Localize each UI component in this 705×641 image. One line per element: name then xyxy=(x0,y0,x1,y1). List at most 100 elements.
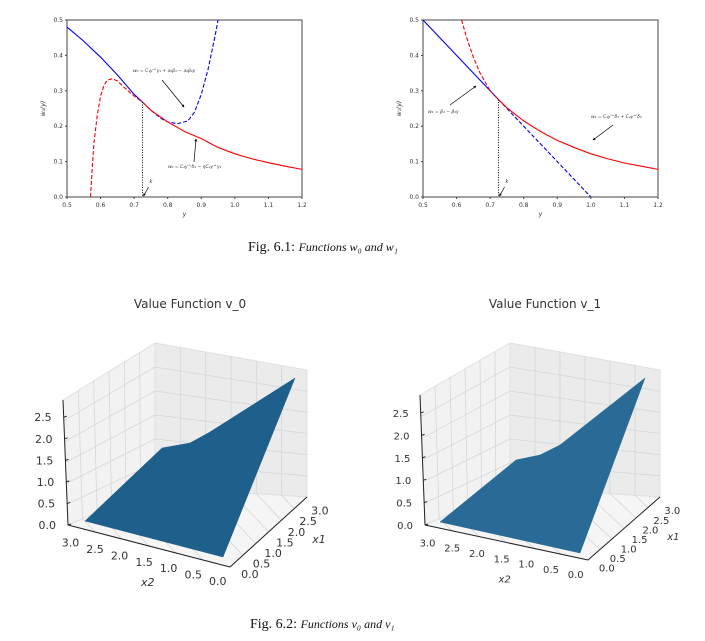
z-tick-label: 1.0 xyxy=(37,476,55,489)
x-tick-label: 0.7 xyxy=(129,202,139,209)
x2-tick-label: 1.0 xyxy=(518,560,534,571)
y-tick-label: 0.5 xyxy=(53,17,63,24)
x1-tick-label: 2.0 xyxy=(643,525,659,536)
x-tick-label: 1.1 xyxy=(620,202,630,209)
x-tick-label: 0.9 xyxy=(553,202,563,209)
grid-line xyxy=(609,361,637,519)
y-axis-label: w₁(y) xyxy=(396,101,403,117)
z-tick-label: 1.5 xyxy=(36,454,54,467)
x-tick-label: 1.0 xyxy=(230,202,240,209)
z-axis xyxy=(419,394,426,526)
x-tick-label: 0.5 xyxy=(418,202,428,209)
x2-tick-label: 0.0 xyxy=(568,570,584,581)
y-tick-label: 0.0 xyxy=(409,194,419,201)
figure-6-1-caption: Fig. 6.1: Functions w₀ and w₁ xyxy=(248,240,398,255)
x1-tick-label: 2.0 xyxy=(288,526,306,539)
z-tick xyxy=(424,523,429,526)
z-tick xyxy=(63,415,67,418)
z-tick xyxy=(64,437,68,440)
z-tick xyxy=(420,411,424,414)
z-tick xyxy=(421,433,425,436)
series-line-0 xyxy=(422,19,499,101)
y-tick-label: 0.1 xyxy=(409,159,419,166)
series-line-1 xyxy=(498,99,592,198)
x-tick-label: 0.7 xyxy=(485,202,495,209)
z-tick xyxy=(66,501,71,504)
series-line-3 xyxy=(498,99,659,170)
x2-tick-label: 0.5 xyxy=(543,565,559,576)
z-tick-label: 0.5 xyxy=(396,499,412,510)
z-tick-label: 2.0 xyxy=(35,433,53,446)
x1-tick-label: 1.5 xyxy=(276,536,294,549)
x2-tick-label: 0.5 xyxy=(184,568,202,581)
plot-frame xyxy=(66,19,303,198)
x2-tick-label: 2.0 xyxy=(111,549,129,562)
x-tick-label: 0.9 xyxy=(197,202,207,209)
x2-tick-label: 3.0 xyxy=(62,537,80,550)
x-axis-label: y xyxy=(538,211,543,218)
series-line-2 xyxy=(142,101,303,170)
z-tick-label: 0.0 xyxy=(397,521,413,532)
y-tick-label: 0.1 xyxy=(53,159,63,166)
z-tick xyxy=(423,501,428,504)
x1-tick-label: 3.0 xyxy=(664,506,680,517)
x-tick-label: 0.8 xyxy=(163,202,173,209)
annotation-arrow xyxy=(449,85,477,106)
z-tick-label: 2.5 xyxy=(393,409,409,420)
x1-tick-label: 3.0 xyxy=(311,505,329,518)
surface xyxy=(84,377,296,558)
x2-axis xyxy=(67,524,231,568)
k-arrow xyxy=(499,186,505,197)
chart-title: Value Function v_1 xyxy=(489,297,601,311)
z-tick-label: 1.0 xyxy=(395,476,411,487)
x2-tick-label: 1.0 xyxy=(160,562,178,575)
x-tick-label: 1.2 xyxy=(297,202,307,209)
x1-axis xyxy=(229,496,308,568)
z-tick-label: 0.0 xyxy=(39,519,57,532)
y-axis-label: w₀(y) xyxy=(40,101,47,117)
k-label: k xyxy=(506,179,510,185)
series-line-3 xyxy=(89,78,143,198)
z-tick xyxy=(66,480,70,483)
x-tick-label: 1.0 xyxy=(586,202,596,209)
annotation-label: w₁ = C₁y^δ₁ + C₂y^δ₂ xyxy=(591,114,642,120)
x2-tick-label: 2.5 xyxy=(444,544,460,555)
x-tick-label: 1.2 xyxy=(653,202,663,209)
z-tick-label: 2.5 xyxy=(34,411,52,424)
k-arrow xyxy=(143,186,149,197)
x1-tick-label: 1.5 xyxy=(632,535,648,546)
y-tick-label: 0.2 xyxy=(53,123,63,130)
x1-tick-label: 0.0 xyxy=(599,563,615,574)
chart-title: Value Function v_0 xyxy=(134,297,246,311)
z-tick xyxy=(423,478,427,481)
y-tick-label: 0.4 xyxy=(409,52,419,59)
x2-tick-label: 1.5 xyxy=(135,556,153,569)
y-tick-label: 0.5 xyxy=(409,17,419,24)
surface xyxy=(439,377,646,554)
x2-tick-label: 1.5 xyxy=(494,554,510,565)
plot-frame xyxy=(422,19,659,198)
x1-axis xyxy=(587,496,661,561)
annotation-label: w₁ = β₁ − β₀y xyxy=(428,109,459,115)
x2-tick-label: 0.0 xyxy=(209,575,227,588)
annotation-label: w₀ = C₂y^δ₂ − ηC₂y^γ₁ xyxy=(168,164,222,170)
x-axis-label: y xyxy=(182,211,187,218)
x2-axis xyxy=(424,524,589,561)
series-line-2 xyxy=(461,19,499,101)
x1-tick-label: 1.0 xyxy=(621,544,637,555)
z-tick xyxy=(422,456,426,459)
annotation-arrow xyxy=(592,124,614,141)
x1-axis-label: x1 xyxy=(311,533,326,546)
x2-axis-label: x2 xyxy=(140,576,155,589)
z-tick-label: 0.5 xyxy=(38,497,56,510)
x-tick-label: 0.8 xyxy=(519,202,529,209)
series-line-1 xyxy=(142,19,219,125)
x2-tick-label: 2.0 xyxy=(469,549,485,560)
x1-axis-label: x1 xyxy=(666,532,679,543)
series-line-0 xyxy=(66,26,143,103)
y-tick-label: 0.3 xyxy=(53,88,63,95)
x-tick-label: 1.1 xyxy=(264,202,274,209)
grid-line xyxy=(634,365,649,508)
x2-axis-label: x2 xyxy=(498,575,511,586)
x-tick-label: 0.5 xyxy=(62,202,72,209)
